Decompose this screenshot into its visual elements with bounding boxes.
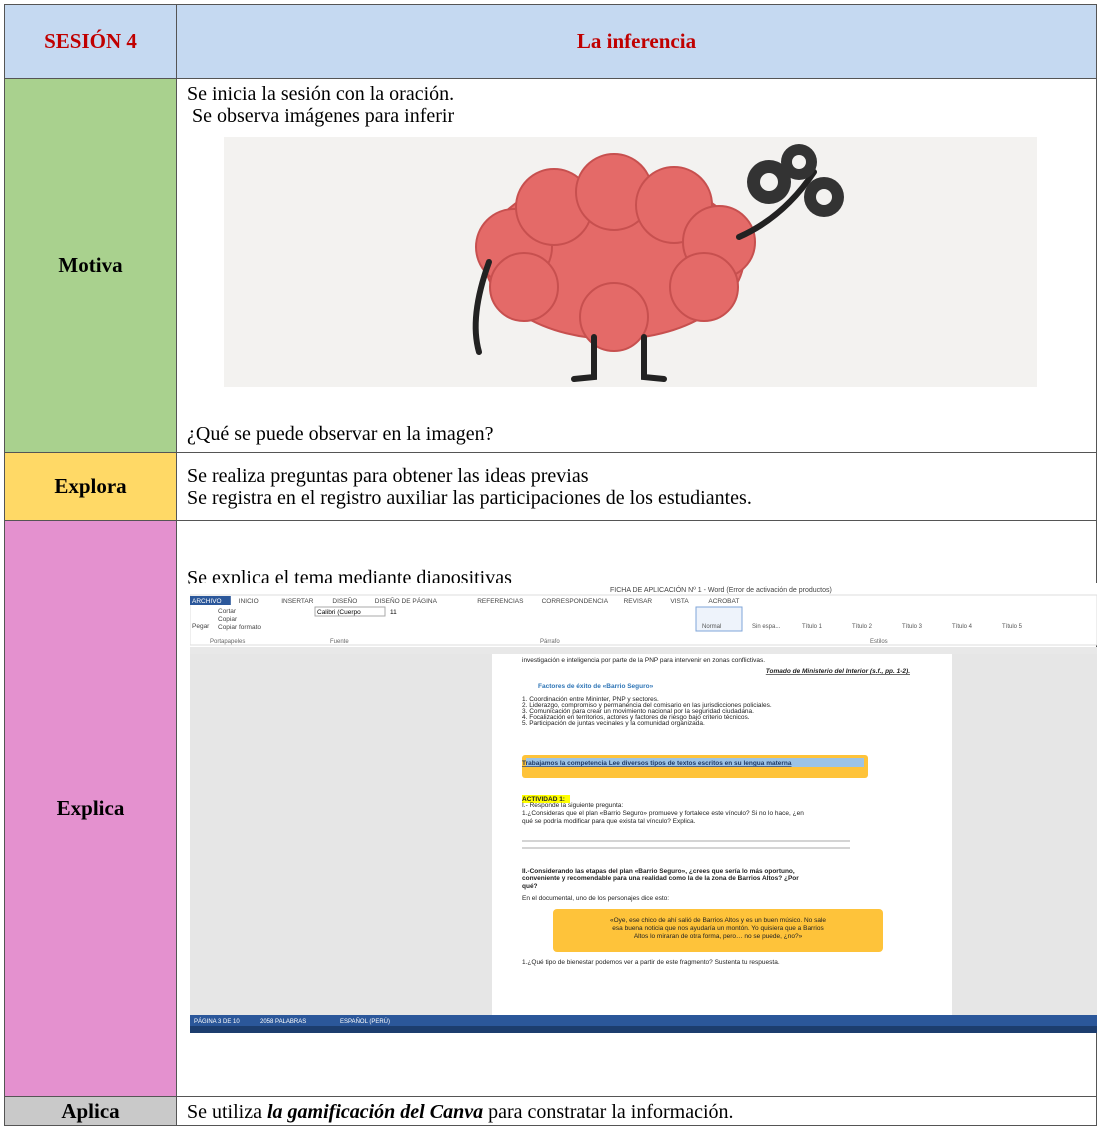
- competence-inner: [526, 758, 864, 767]
- tab: REVISAR: [624, 598, 653, 605]
- status-item: PÁGINA 3 DE 10: [194, 1018, 240, 1025]
- session: SESIÓN 4: [44, 29, 137, 53]
- doc-line: 4. Focalización en territorios, actores …: [522, 714, 750, 721]
- doc-line: Trabajamos la competencia Lee diversos t…: [522, 760, 792, 767]
- ribbon-group: Estilos: [870, 639, 888, 645]
- doc-line: qué?: [522, 883, 538, 890]
- doc-line: «Oye, ese chico de ahí salió de Barrios …: [610, 917, 826, 924]
- line: Se realiza preguntas para obtener las id…: [187, 464, 589, 487]
- window-title: FICHA DE APLICACIÓN Nº 1 - Word (Error d…: [610, 585, 832, 594]
- doc-line: conveniente y recomendable para una real…: [522, 875, 799, 882]
- label: Explora: [54, 474, 127, 498]
- quote-box: [553, 909, 883, 952]
- label: Aplica: [61, 1098, 120, 1123]
- doc-line: I.- Responde la siguiente pregunta:: [522, 802, 623, 809]
- clipboard-item: Copiar formato: [218, 624, 261, 631]
- word-screenshot: FICHA DE APLICACIÓN Nº 1 - Word (Error d…: [190, 583, 1097, 1033]
- tab: DISEÑO: [332, 596, 357, 605]
- style-name: Título 3: [902, 624, 923, 630]
- tab: REFERENCIAS: [477, 598, 524, 605]
- label: Motiva: [58, 253, 123, 277]
- style-name: Normal: [702, 624, 721, 630]
- ruler: [190, 647, 1097, 654]
- doc-line: En el documental, uno de los personajes …: [522, 895, 669, 902]
- brain-image: [224, 137, 1037, 387]
- title-cell: La inferencia: [176, 4, 1097, 79]
- status-bar: [190, 1015, 1097, 1026]
- tab: ARCHIVO: [192, 598, 222, 605]
- clipboard-item: Pegar: [192, 623, 210, 630]
- doc-line: investigación e inteligencia por parte d…: [522, 657, 765, 664]
- doc-line: 2. Liderazgo, compromiso y permanencia d…: [522, 702, 772, 709]
- style-name: Título 1: [802, 624, 823, 630]
- highlight: [522, 795, 570, 803]
- question: ¿Qué se puede observar en la imagen?: [187, 423, 494, 445]
- label-cell: Aplica: [4, 1096, 177, 1126]
- style-name: Sin espa...: [752, 624, 781, 630]
- doc-line: Tomado de Ministerio del Interior (s.f.,…: [766, 668, 910, 675]
- doc-line: esa buena noticia que nos ayudaría un mo…: [612, 925, 824, 932]
- label-cell: Explora: [4, 452, 177, 521]
- text: para constratar la información.: [483, 1101, 734, 1123]
- tab-active: [190, 596, 231, 605]
- taskbar: [190, 1026, 1097, 1033]
- style-name: Título 2: [852, 624, 873, 630]
- label: Explica: [56, 796, 125, 820]
- content-cell: Se realiza preguntas para obtener las id…: [176, 452, 1097, 521]
- doc-line: 1.¿Consideras que el plan «Barrio Seguro…: [522, 810, 804, 817]
- doc-line: Altos lo miraran de otra forma, pero… no…: [634, 933, 803, 940]
- doc-line: 1.¿Qué tipo de bienestar podemos ver a p…: [522, 959, 780, 966]
- clipboard-item: Copiar: [218, 616, 238, 623]
- content-cell: Se explica el tema mediante diapositivas…: [176, 520, 1097, 1097]
- style-box: [695, 606, 743, 632]
- tab: CORRESPONDENCIA: [542, 598, 609, 605]
- ribbon-group: Párrafo: [540, 639, 560, 645]
- doc-line: 5. Participación de juntas vecinales y l…: [522, 720, 705, 727]
- doc-line: 3. Comunicación para crear un movimiento…: [522, 708, 754, 715]
- title: La inferencia: [576, 29, 697, 53]
- line: Se observa imágenes para inferir: [192, 105, 455, 127]
- doc-page: [492, 654, 952, 1015]
- font-box: [314, 606, 386, 617]
- doc-line: II.-Considerando las etapas del plan «Ba…: [522, 868, 795, 875]
- doc-line: Factores de éxito de «Barrio Seguro»: [538, 683, 654, 690]
- font-name: Calibri (Cuerpo: [317, 609, 361, 616]
- content-cell: Se inicia la sesión con la oración. Se o…: [176, 78, 1097, 453]
- label-cell: Explica: [4, 520, 177, 1097]
- ribbon-group: Portapapeles: [210, 639, 245, 645]
- status-item: ESPAÑOL (PERÚ): [340, 1018, 390, 1025]
- status-item: 2058 PALABRAS: [260, 1019, 306, 1025]
- doc-line: ACTIVIDAD 1:: [522, 796, 565, 803]
- emphasis: la gamificación del Canva: [266, 1101, 484, 1123]
- text: Se utiliza: [187, 1101, 267, 1123]
- clipboard-item: Cortar: [218, 608, 237, 615]
- line: Se inicia la sesión con la oración.: [187, 83, 455, 105]
- label-cell: Motiva: [4, 78, 177, 453]
- title-bar: [190, 583, 1097, 595]
- doc-line: 1. Coordinación entre Mininter, PNP y se…: [522, 696, 659, 703]
- tab: INSERTAR: [281, 598, 314, 605]
- ribbon: [190, 594, 1097, 646]
- font-size: 11: [390, 609, 397, 616]
- style-name: Título 5: [1002, 624, 1023, 630]
- line: Se registra en el registro auxiliar las …: [187, 486, 752, 509]
- tab: VISTA: [670, 598, 689, 605]
- tab: ACROBAT: [708, 598, 739, 605]
- tab: INICIO: [239, 598, 259, 605]
- tab: DISEÑO DE PÁGINA: [375, 596, 438, 605]
- ribbon-group: Fuente: [330, 639, 349, 645]
- style-name: Título 4: [952, 624, 973, 630]
- session-cell: SESIÓN 4: [4, 4, 177, 79]
- doc-line: qué se podría modificar para que exista …: [522, 818, 696, 825]
